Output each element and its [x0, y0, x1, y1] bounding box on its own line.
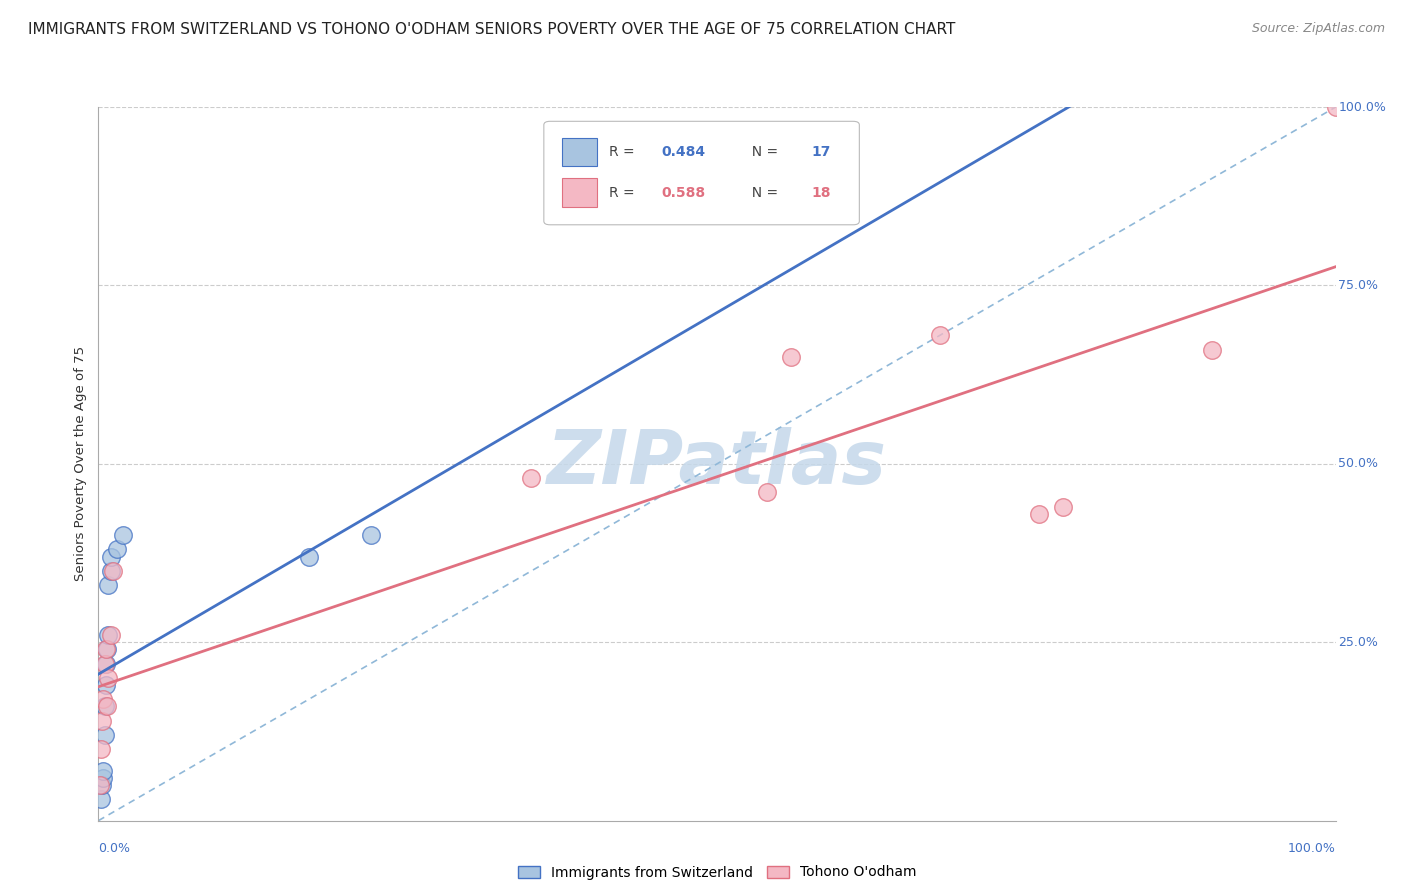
Text: 18: 18	[811, 186, 831, 200]
Text: N =: N =	[742, 145, 783, 159]
Y-axis label: Seniors Poverty Over the Age of 75: Seniors Poverty Over the Age of 75	[75, 346, 87, 582]
Text: ZIPatlas: ZIPatlas	[547, 427, 887, 500]
Point	[93, 771, 115, 785]
Text: Source: ZipAtlas.com: Source: ZipAtlas.com	[1251, 22, 1385, 36]
Point	[112, 528, 135, 542]
Point	[360, 528, 382, 542]
Point	[96, 642, 118, 657]
Point	[90, 792, 112, 806]
Point	[520, 471, 543, 485]
Point	[93, 728, 115, 742]
Point	[96, 699, 118, 714]
Point	[93, 764, 115, 778]
Point	[1201, 343, 1223, 357]
Point	[93, 657, 115, 671]
Point	[298, 549, 321, 564]
Point	[928, 328, 950, 343]
Text: R =: R =	[609, 145, 640, 159]
Point	[94, 642, 117, 657]
Text: 100.0%: 100.0%	[1339, 101, 1386, 113]
Point	[103, 564, 125, 578]
Text: IMMIGRANTS FROM SWITZERLAND VS TOHONO O'ODHAM SENIORS POVERTY OVER THE AGE OF 75: IMMIGRANTS FROM SWITZERLAND VS TOHONO O'…	[28, 22, 956, 37]
Point	[97, 671, 120, 685]
Point	[105, 542, 128, 557]
Text: R =: R =	[609, 186, 640, 200]
Point	[91, 714, 114, 728]
Point	[94, 678, 117, 692]
Point	[89, 778, 111, 792]
Point	[93, 692, 115, 706]
Text: 0.588: 0.588	[661, 186, 706, 200]
Point	[1028, 507, 1050, 521]
Text: 17: 17	[811, 145, 831, 159]
Point	[1324, 100, 1347, 114]
Text: 75.0%: 75.0%	[1339, 279, 1378, 292]
Text: N =: N =	[742, 186, 783, 200]
Text: 50.0%: 50.0%	[1339, 458, 1378, 470]
Point	[100, 564, 122, 578]
Point	[97, 578, 120, 592]
Point	[100, 549, 122, 564]
Point	[93, 699, 115, 714]
Point	[90, 742, 112, 756]
Point	[91, 778, 114, 792]
Point	[1052, 500, 1074, 514]
Text: 25.0%: 25.0%	[1339, 636, 1378, 648]
Text: 0.484: 0.484	[661, 145, 706, 159]
Point	[94, 657, 117, 671]
Point	[97, 628, 120, 642]
FancyBboxPatch shape	[544, 121, 859, 225]
Point	[780, 350, 803, 364]
FancyBboxPatch shape	[562, 137, 598, 166]
Point	[755, 485, 778, 500]
Point	[100, 628, 122, 642]
FancyBboxPatch shape	[562, 178, 598, 207]
Legend: Immigrants from Switzerland, Tohono O'odham: Immigrants from Switzerland, Tohono O'od…	[512, 860, 922, 885]
Text: 0.0%: 0.0%	[98, 842, 131, 855]
Text: 100.0%: 100.0%	[1288, 842, 1336, 855]
